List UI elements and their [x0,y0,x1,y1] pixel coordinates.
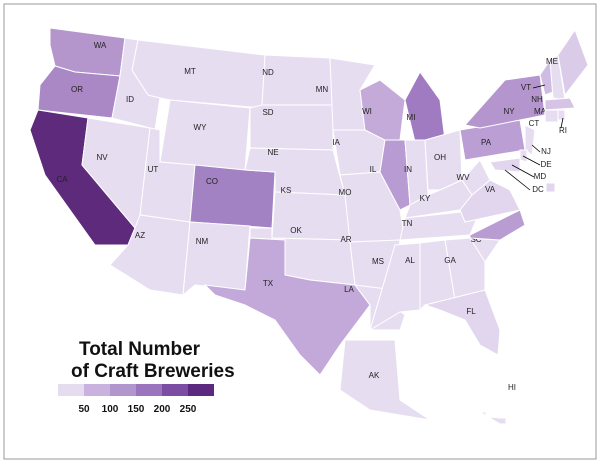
state [379,139,411,211]
state [478,411,507,425]
state [332,129,386,176]
legend-tick-label: 200 [154,404,171,415]
state [203,237,371,376]
state-label: AK [369,371,380,380]
state-label: OK [290,226,302,235]
state-label: HI [508,383,516,392]
state-label: AL [405,256,415,265]
state-label: IN [404,165,412,174]
state [159,99,251,171]
state-label: CT [529,119,540,128]
state [524,124,536,156]
legend-swatch [110,384,136,396]
state-label: DE [540,160,551,169]
leader-line [560,117,564,129]
state-label: WA [94,41,107,50]
state-label: GA [444,256,456,265]
legend-swatch [84,384,110,396]
state-label: WI [362,107,372,116]
state-label: IA [332,138,340,147]
leader-line [522,155,541,166]
state-label: AZ [135,231,145,240]
state-label: WV [457,173,471,182]
state-label: LA [344,285,354,294]
state [545,182,556,193]
state [469,209,526,241]
state [544,109,559,123]
leader-line [531,144,541,153]
state [461,159,491,196]
state [557,109,566,121]
state-label: FL [466,307,476,316]
state-label: ND [262,68,274,77]
state-label: KY [420,194,431,203]
legend-swatch [136,384,162,396]
state [189,164,276,229]
state-label: IL [370,165,377,174]
state [339,339,431,421]
state-label: RI [559,126,567,135]
states: WA OR CA NV ID MT WY UT AZ CO NM ND SD NE KS OK TX MN IA MO… [29,27,589,425]
legend-tick-label: 50 [78,404,90,415]
state-label: MN [316,85,329,94]
leader-line [532,84,546,89]
state [182,221,251,297]
state [544,97,576,111]
state-label: MD [534,172,547,181]
legend-swatch [188,384,214,396]
state [489,157,521,173]
state-label: MO [339,188,352,197]
state-label: TX [263,279,274,288]
leader-line [504,169,531,191]
state-label: MA [534,107,547,116]
state-label: CA [56,175,68,184]
state-label: ID [126,95,134,104]
state-label: AR [340,235,351,244]
state-label: NH [531,95,543,104]
state [444,237,486,301]
state-label: ME [546,57,558,66]
state-label: MI [407,113,416,122]
legend-swatch [58,384,84,396]
state-label: DC [532,185,544,194]
state-label: SC [470,235,481,244]
state-label: UT [148,165,159,174]
state-label: CO [206,177,218,186]
legend-tick-label: 250 [180,404,197,415]
legend-title: Total Number [79,339,201,360]
state-label: KS [281,186,292,195]
state-label: NV [96,153,108,162]
leader-line [511,164,535,178]
state [423,289,501,356]
state-label: MS [372,257,384,266]
state-label: NY [503,107,515,116]
state-label: VT [521,83,531,92]
state-label: SD [262,108,273,117]
legend-tick-label: 100 [102,404,119,415]
frame [3,3,597,460]
state-label: NM [196,237,209,246]
state-label: OH [434,153,446,162]
state-label: MT [184,67,196,76]
legend-swatch [162,384,188,396]
state-label: NE [267,148,278,157]
state-label: PA [481,138,492,147]
state [261,54,334,106]
legend-title: of Craft Breweries [71,361,235,382]
state-label: OR [71,85,83,94]
legend-tick-label: 150 [128,404,145,415]
state-label: WY [194,123,208,132]
state-label: NJ [541,147,551,156]
state-label: TN [402,219,413,228]
state [404,71,446,143]
state-label: VA [485,185,496,194]
state [557,28,589,97]
state [271,191,351,241]
